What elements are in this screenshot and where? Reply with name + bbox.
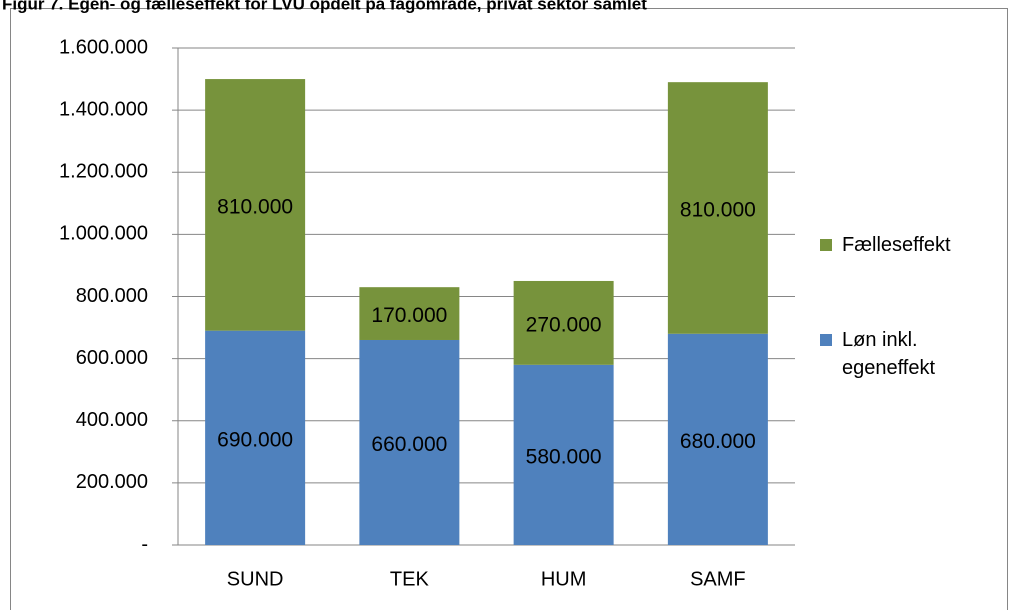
x-tick-label: SAMF <box>690 568 746 590</box>
data-label: 580.000 <box>526 445 602 468</box>
legend-item: Fælleseffekt <box>820 231 972 259</box>
legend-label: Fælleseffekt <box>842 234 951 256</box>
x-tick-label: TEK <box>390 568 430 590</box>
chart-title: Figur 7. Egen- og fælleseffekt for LVU o… <box>2 0 647 13</box>
data-label: 690.000 <box>217 428 293 451</box>
data-label: 170.000 <box>371 304 447 327</box>
data-label: 810.000 <box>217 195 293 218</box>
bar-segment <box>359 287 460 340</box>
bar-segment <box>513 364 614 545</box>
data-label: 660.000 <box>371 433 447 456</box>
bar-segment <box>205 79 306 331</box>
legend-label: Løn inkl. egeneffekt <box>842 329 936 379</box>
bar-segment <box>359 339 460 545</box>
y-tick-label: 400.000 <box>76 409 148 431</box>
legend-swatch <box>820 334 832 346</box>
y-tick-label: 1.600.000 <box>59 36 148 58</box>
y-tick-label: 1.200.000 <box>59 161 148 183</box>
bar-segment <box>667 333 768 545</box>
bar-segment <box>205 330 306 545</box>
bar-segment <box>513 280 614 365</box>
bar-segment <box>667 82 768 334</box>
y-tick-label: 1.400.000 <box>59 98 148 120</box>
x-tick-label: HUM <box>541 568 587 590</box>
x-tick-label: SUND <box>227 568 284 590</box>
y-tick-label: 1.000.000 <box>59 223 148 245</box>
chart-frame <box>10 8 1008 610</box>
y-tick-label: - <box>141 533 148 555</box>
y-tick-label: 800.000 <box>76 285 148 307</box>
data-label: 680.000 <box>680 430 756 453</box>
y-tick-label: 600.000 <box>76 347 148 369</box>
y-tick-label: 200.000 <box>76 471 148 493</box>
data-label: 810.000 <box>680 199 756 222</box>
legend-item: Løn inkl. egeneffekt <box>820 326 972 382</box>
data-label: 270.000 <box>526 313 602 336</box>
legend-swatch <box>820 239 832 251</box>
